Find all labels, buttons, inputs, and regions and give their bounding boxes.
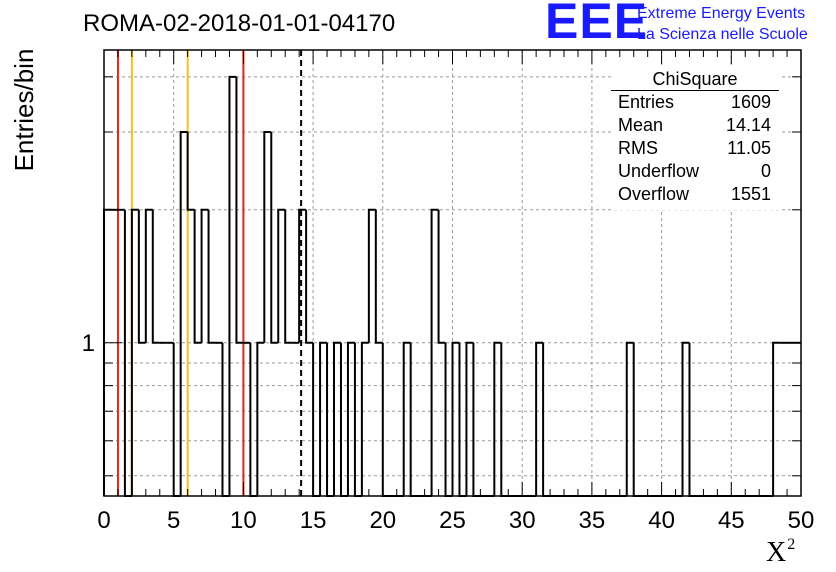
histogram-bin — [298, 208, 307, 343]
histogram-bin — [535, 341, 544, 496]
tick-labels: 0 5 10 15 20 25 30 35 40 45 50 1 — [82, 330, 815, 534]
x-tick-label: 10 — [230, 507, 257, 534]
stats-label: RMS — [618, 138, 658, 158]
histogram-bin — [381, 342, 390, 497]
chart-title: ROMA-02-2018-01-01-04170 — [83, 10, 396, 37]
x-axis-label-base: X — [766, 537, 787, 568]
histogram-bin — [305, 209, 314, 344]
histogram-bin — [221, 342, 230, 497]
histogram-bin — [144, 208, 153, 343]
stats-box: ChiSquare Entries 1609 Mean 14.14 RMS 11.05… — [611, 68, 779, 210]
histogram-bin — [772, 341, 781, 496]
stats-label: Entries — [618, 92, 675, 112]
x-tick-label: 15 — [300, 507, 327, 534]
stats-label: Underflow — [618, 161, 700, 181]
x-tick-label: 45 — [718, 507, 745, 534]
histogram-bin — [402, 341, 411, 496]
stats-title: ChiSquare — [611, 68, 779, 91]
histogram-bin — [235, 76, 244, 344]
histogram-bin — [353, 342, 362, 497]
histogram-bin — [465, 341, 474, 496]
x-axis-label-superscript: 2 — [787, 536, 796, 553]
x-tick-label: 40 — [648, 507, 675, 534]
x-tick-label: 0 — [97, 507, 110, 534]
histogram-bin — [451, 341, 460, 496]
histogram-bin — [500, 342, 509, 497]
x-tick-label: 30 — [509, 507, 536, 534]
x-tick-label: 20 — [369, 507, 396, 534]
histogram-bin — [103, 208, 111, 496]
logo-line-2: La Scienza nelle Scuole — [637, 26, 808, 43]
stats-row-underflow: Underflow 0 — [611, 160, 779, 183]
histogram-bin — [360, 341, 369, 496]
histogram-bin — [681, 341, 690, 496]
axis-ticks — [103, 50, 802, 496]
eee-logo-mark: EEE — [545, 0, 649, 49]
y-axis-label: Entries/bin — [9, 48, 39, 172]
stats-value: 14.14 — [725, 115, 771, 135]
x-axis-label: X2 — [766, 536, 795, 569]
stats-label: Overflow — [618, 184, 690, 204]
histogram-bin — [172, 342, 181, 497]
histogram-bin — [277, 208, 286, 343]
histogram-bin — [319, 341, 328, 496]
x-tick-label: 50 — [788, 507, 815, 534]
histogram-bin — [130, 208, 139, 496]
histogram-bin — [123, 209, 132, 497]
histogram-bin — [284, 209, 293, 344]
stats-row-entries: Entries 1609 — [611, 91, 779, 114]
x-tick-label: 5 — [167, 507, 180, 534]
stats-value: 0 — [760, 161, 771, 181]
histogram-bin — [207, 209, 216, 344]
histogram-bin — [458, 342, 467, 497]
stats-value: 1609 — [730, 92, 771, 112]
histogram-bin — [193, 209, 202, 344]
histogram-bin — [312, 342, 321, 497]
histogram-bin — [249, 342, 258, 497]
histogram-bin — [186, 132, 195, 211]
histogram-bin — [409, 342, 418, 497]
eee-logo: EEE Extreme Energy Events La Scienza nel… — [545, 0, 835, 49]
histogram-bin — [346, 341, 355, 496]
x-tick-label: 35 — [579, 507, 606, 534]
histogram-bin — [625, 341, 634, 496]
histogram-bin — [326, 342, 335, 497]
stats-row-overflow: Overflow 1551 — [611, 183, 779, 206]
histogram-bin — [472, 342, 481, 497]
stats-value: 1551 — [730, 184, 771, 204]
histogram-bin — [339, 342, 348, 497]
histogram-bin — [333, 341, 341, 496]
histogram-bin — [632, 342, 641, 497]
histogram-bin — [374, 209, 383, 344]
histogram-bin — [688, 342, 697, 497]
logo-line-1: Extreme Energy Events — [637, 5, 806, 22]
histogram-bin — [151, 209, 160, 344]
x-tick-label: 25 — [439, 507, 466, 534]
histogram-bin — [228, 75, 237, 496]
histogram-bin — [256, 341, 265, 496]
histogram-bin — [367, 208, 376, 343]
histogram-bin — [179, 131, 188, 496]
histogram-bin — [200, 208, 209, 343]
y-tick-label: 1 — [82, 330, 95, 357]
histogram-bin — [542, 342, 551, 497]
histogram-bin — [430, 208, 439, 496]
stats-value: 11.05 — [727, 138, 771, 158]
stats-label: Mean — [618, 115, 664, 135]
stats-row-mean: Mean 14.14 — [611, 114, 779, 137]
histogram-bin — [493, 341, 502, 496]
histogram-bin — [444, 342, 453, 497]
histogram-bin — [437, 209, 446, 344]
histogram-bin — [263, 131, 272, 343]
histogram-bin — [270, 132, 279, 344]
histogram-bin — [137, 209, 146, 344]
stats-row-rms: RMS 11.05 — [611, 137, 779, 160]
